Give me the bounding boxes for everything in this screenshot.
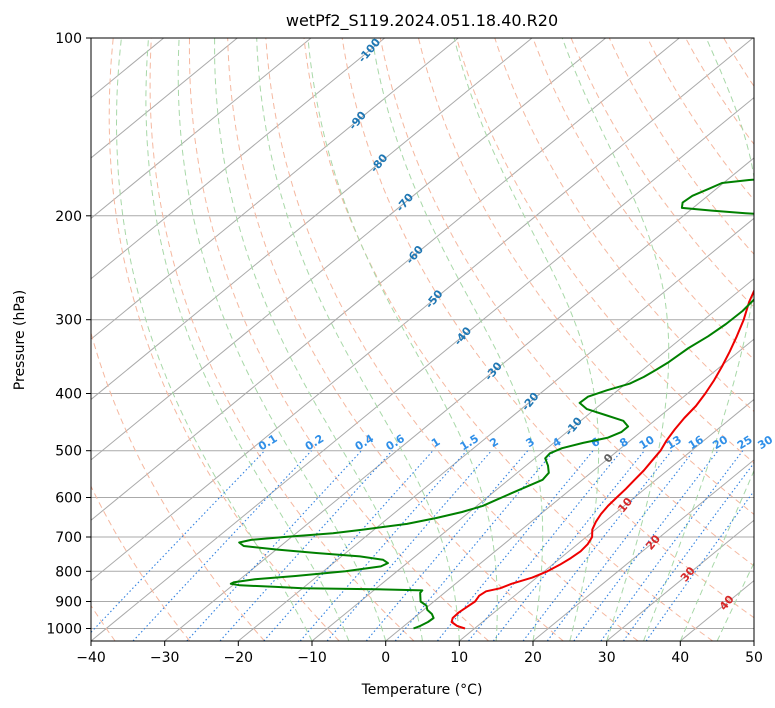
plot-frame: [90, 37, 755, 642]
isotherm-line: [91, 38, 533, 401]
mixing-ratio-line: [186, 450, 362, 641]
isotherm-line: [311, 278, 754, 641]
isotherm-line: [237, 217, 754, 641]
dry-adiabat-line: [494, 38, 754, 413]
mixing-ratio-line: [645, 490, 754, 641]
isotherm-line: [532, 459, 754, 641]
isotherm-line: [91, 38, 754, 582]
isotherm-line: [91, 38, 238, 159]
series-layer: [229, 178, 754, 630]
moist-adiabat-line: [453, 38, 600, 641]
moist-adiabat-line: [561, 38, 670, 641]
x-tick-label: −30: [150, 650, 180, 666]
isotherm-line: [91, 38, 607, 461]
dry-adiabat-line: [265, 38, 639, 641]
y-tick-label: 300: [55, 313, 82, 329]
mixing-ratio-line: [365, 450, 529, 641]
isotherm-line: [606, 519, 754, 641]
x-tick-label: 40: [671, 650, 689, 666]
moist-adiabat-line: [256, 38, 460, 641]
dry-adiabat-line: [91, 485, 191, 641]
x-tick-label: 20: [524, 650, 542, 666]
dry-adiabat-line: [341, 38, 754, 619]
moist-adiabat-line: [679, 469, 754, 641]
isotherm-line: [91, 38, 312, 219]
y-axis: 100 200 300 400 500 600 700 800 900 1000: [46, 31, 91, 638]
y-tick-label: 600: [55, 491, 82, 507]
x-tick-label: 50: [745, 650, 763, 666]
temperature-profile: [450, 288, 754, 630]
isotherm-line: [91, 38, 459, 340]
isotherm-line: [458, 398, 754, 641]
dry-adiabat-line: [379, 38, 754, 567]
y-tick-label: 200: [55, 209, 82, 225]
moist-adiabat-line: [214, 38, 423, 641]
x-axis: −40 −30 −20 −10 0 10 20 30 40 50: [76, 641, 763, 666]
dry-adiabat-line: [227, 38, 564, 641]
y-axis-label: Pressure (hPa): [12, 290, 28, 390]
dry-adiabat-line: [149, 38, 415, 641]
mixing-ratio-line: [132, 450, 312, 641]
y-tick-label: 100: [55, 31, 82, 47]
isotherm-line: [91, 96, 754, 641]
isotherm-line: [164, 157, 754, 641]
dry-adiabat-line: [646, 38, 754, 201]
y-tick-label: 1000: [46, 622, 82, 638]
x-tick-label: 30: [598, 650, 616, 666]
dry-adiabat-line: [456, 38, 754, 464]
mixing-ratio-labels: 0.10.20.40.611.52346810131620253036: [256, 432, 775, 454]
y-tick-label: 900: [55, 595, 82, 611]
mixing-ratio-line: [468, 450, 623, 641]
dry-adiabat-line: [570, 38, 754, 308]
x-tick-label: 0: [381, 650, 390, 666]
mixing-ratio-line: [394, 450, 555, 641]
moist-adiabat-line: [307, 38, 498, 641]
dry-adiabat-line: [532, 38, 754, 361]
isotherm-line: [91, 38, 680, 521]
moist-adiabat-line: [643, 38, 754, 641]
moist-adiabat-line: [115, 38, 313, 641]
isotherm-line: [91, 38, 386, 280]
mixing-ratio-line: [622, 462, 754, 641]
y-tick-label: 500: [55, 444, 82, 460]
moist-adiabat-line: [371, 38, 544, 641]
chart-title: wetPf2_S119.2024.051.18.40.R20: [286, 11, 558, 31]
x-axis-label: Temperature (°C): [361, 682, 483, 698]
dry-adiabat-line: [303, 38, 713, 641]
dry-adiabat-line: [418, 38, 754, 515]
x-tick-label: 10: [450, 650, 468, 666]
x-tick-label: −20: [224, 650, 254, 666]
mixing-ratio-line: [326, 450, 492, 641]
y-tick-label: 400: [55, 387, 82, 403]
moist-adiabat-line: [177, 38, 387, 641]
mixing-ratio-line: [522, 450, 673, 641]
mixing-ratio-line: [600, 450, 744, 641]
mixing-ratio-line: [492, 450, 645, 641]
dewpoint-profile: [229, 178, 754, 630]
moist-adiabat-line: [145, 38, 350, 641]
background-lines: [91, 38, 754, 641]
y-tick-label: 800: [55, 564, 82, 580]
x-tick-label: −40: [76, 650, 106, 666]
x-tick-label: −10: [297, 650, 327, 666]
y-tick-label: 700: [55, 530, 82, 546]
